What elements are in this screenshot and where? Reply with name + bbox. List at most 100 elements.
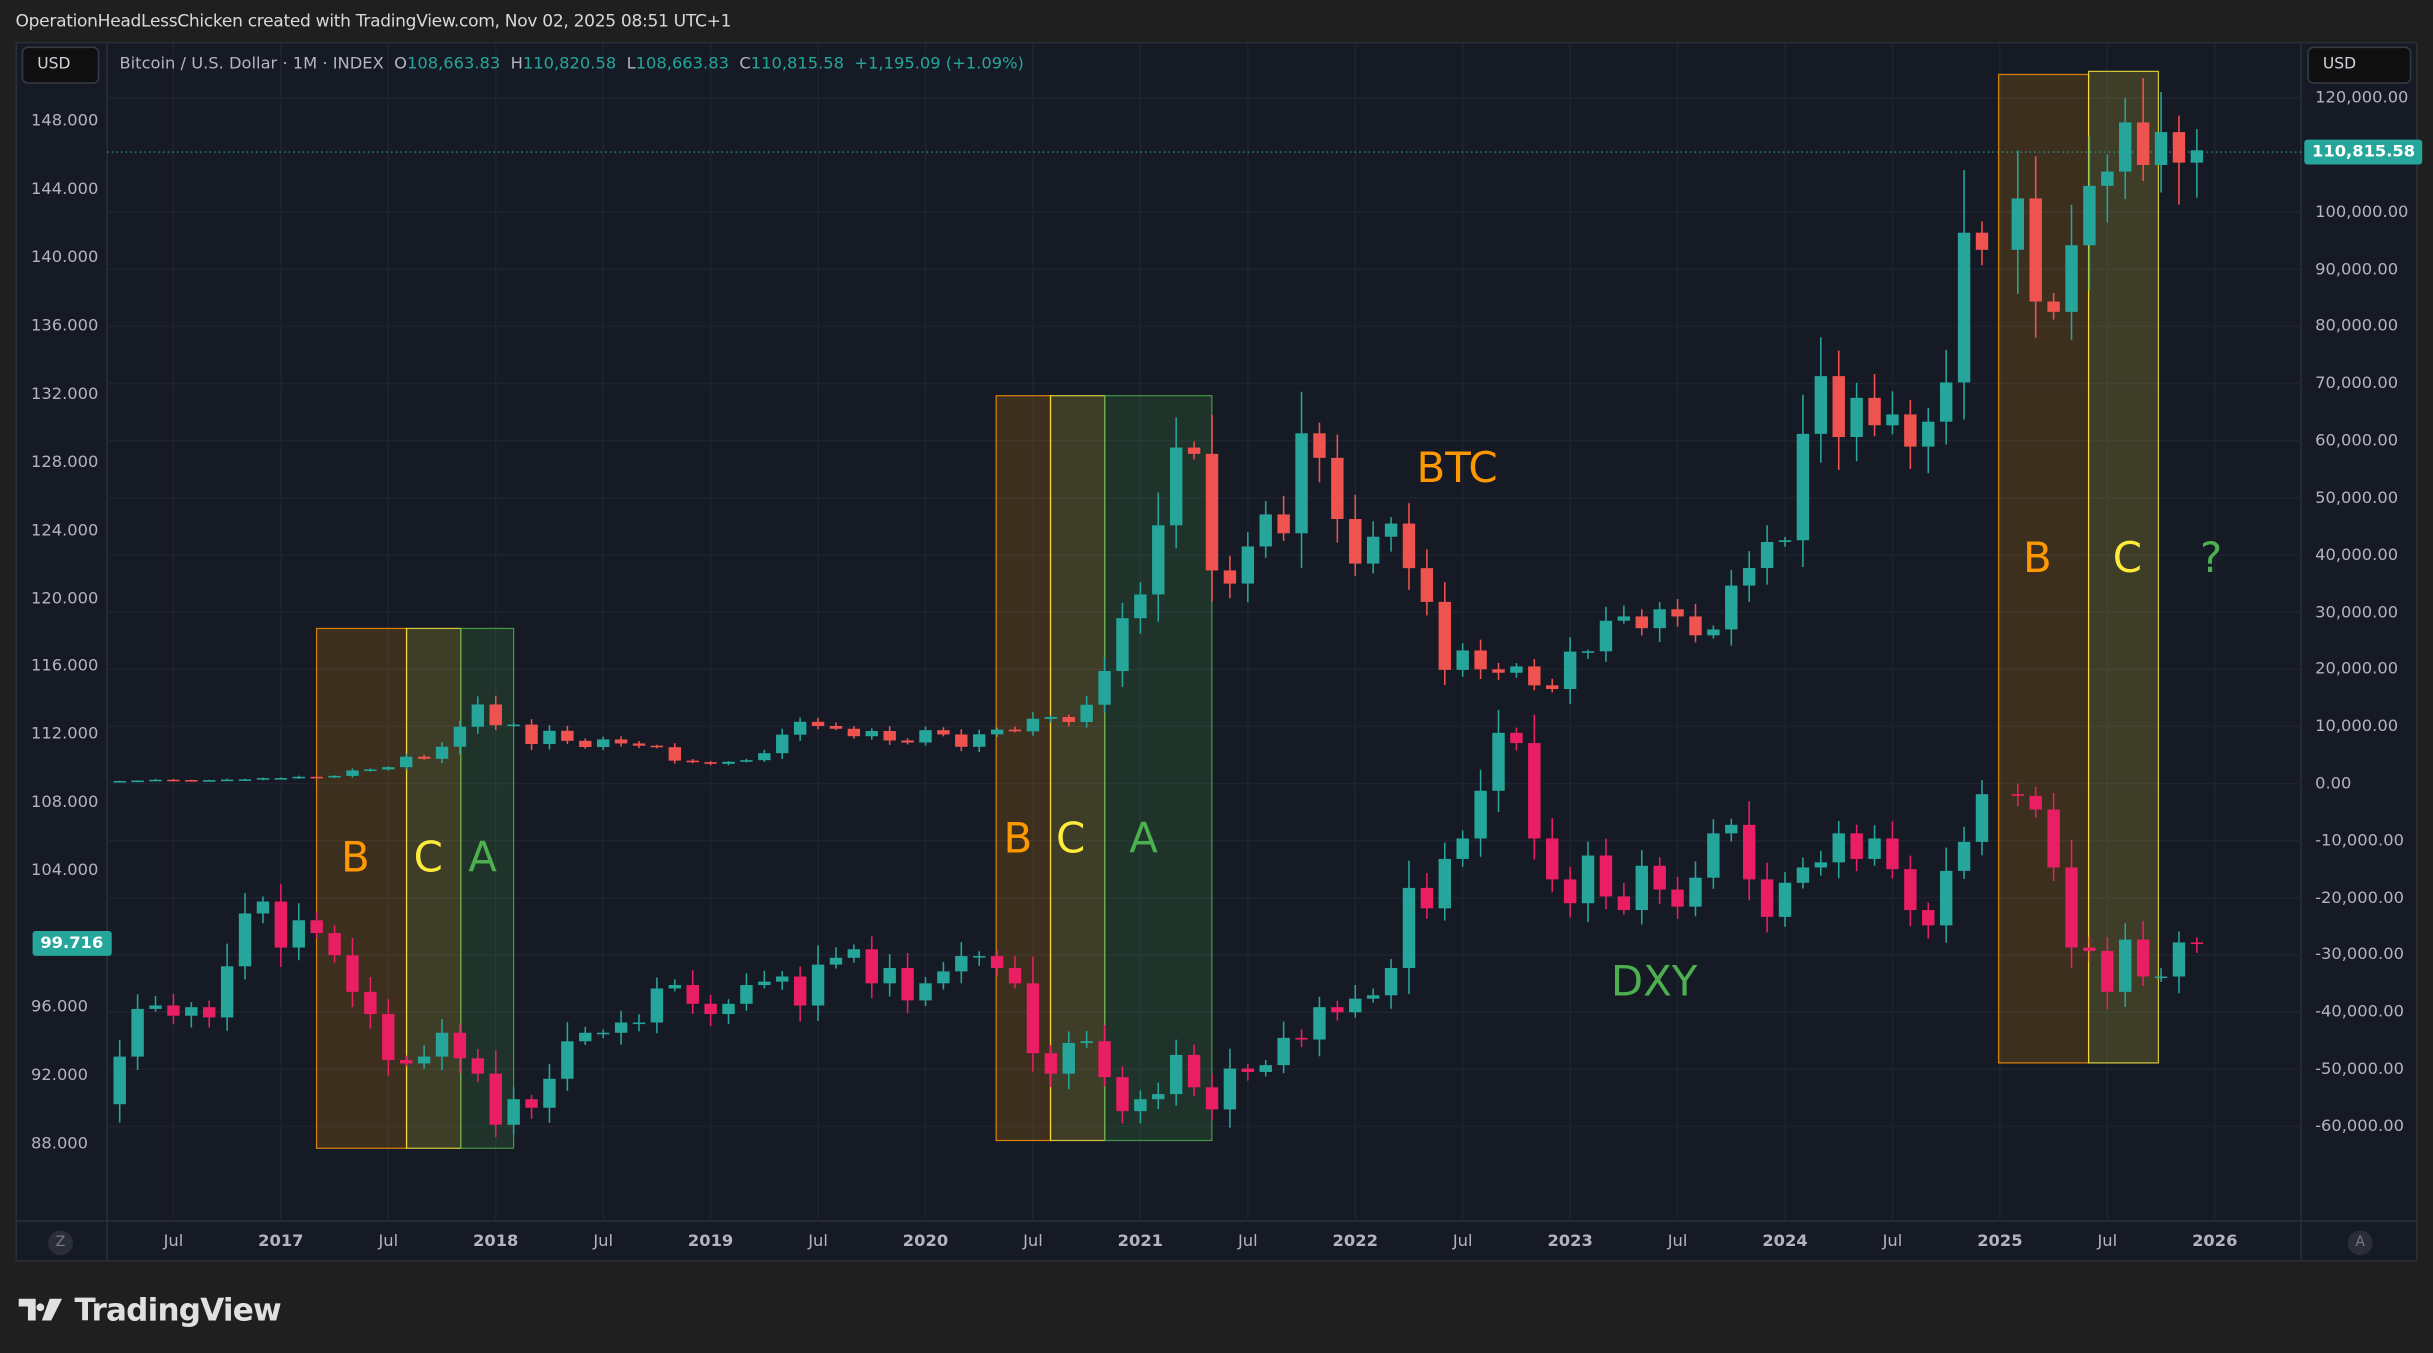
annotation-c-2[interactable]: C — [1056, 815, 1086, 864]
dxy-candle-body — [507, 1099, 520, 1125]
btc-candle-body — [990, 729, 1004, 735]
right-axis-tick: -60,000.00 — [2315, 1117, 2404, 1136]
open-value: 108,663.83 — [406, 54, 501, 73]
symbol-title[interactable]: Bitcoin / U.S. Dollar · 1M · INDEX — [119, 54, 384, 73]
annotation-b-2[interactable]: B — [1003, 815, 1033, 864]
dxy-candle-body — [435, 1032, 449, 1057]
annotation-box2-b-rect — [995, 395, 1052, 1142]
dxy-candle-body — [1205, 1087, 1219, 1110]
high-value: 110,820.58 — [522, 54, 617, 73]
dxy-candle-body — [1850, 833, 1863, 859]
dxy-candle-body — [883, 967, 896, 984]
btc-candle-body — [704, 762, 717, 764]
annotation-dxy[interactable]: DXY — [1610, 958, 1698, 1007]
btc-candle-body — [829, 726, 843, 729]
dxy-candle-body — [1420, 887, 1434, 909]
tradingview-logo[interactable]: TradingView — [18, 1291, 282, 1329]
dxy-candle-body — [596, 1032, 610, 1035]
btc-candle-body — [2011, 198, 2025, 250]
dxy-candle-body — [149, 1005, 162, 1009]
zoom-reset-button[interactable]: Z — [48, 1230, 73, 1256]
annotation-b-1[interactable]: B — [340, 834, 370, 883]
btc-candle-body — [1474, 650, 1487, 670]
dxy-candle-body — [1062, 1042, 1075, 1074]
time-axis-tick: 2021 — [1117, 1232, 1164, 1251]
btc-candle-body — [1313, 433, 1326, 458]
btc-candle-body — [525, 724, 538, 745]
btc-candle-body — [1707, 629, 1720, 636]
btc-candle-body — [2154, 132, 2168, 165]
btc-candle-body — [919, 730, 932, 743]
annotation-b-3[interactable]: B — [2023, 534, 2052, 583]
dxy-candle-body — [2136, 939, 2150, 977]
btc-candle-body — [310, 776, 323, 779]
left-axis-tick: 116.000 — [31, 657, 99, 676]
right-axis-tick: 80,000.00 — [2315, 317, 2399, 336]
btc-candle-body — [1008, 729, 1022, 732]
annotation-btc[interactable]: BTC — [1416, 444, 1498, 493]
right-axis-tick: -40,000.00 — [2315, 1002, 2404, 1022]
time-axis-tick: Jul — [1237, 1232, 1258, 1251]
dxy-candle-body — [1223, 1068, 1237, 1110]
auto-scale-button[interactable]: A — [2347, 1230, 2373, 1256]
dxy-candle-body — [167, 1005, 180, 1016]
dxy-candle-body — [346, 955, 359, 992]
dxy-candle-body — [1886, 838, 1899, 870]
annotation-a-2[interactable]: A — [1129, 815, 1158, 864]
brand-name: TradingView — [74, 1291, 281, 1329]
right-axis-tick: 10,000.00 — [2315, 717, 2399, 736]
annotation-c-1[interactable]: C — [413, 834, 443, 883]
btc-candle-body — [1742, 568, 1756, 586]
btc-candle-body — [758, 753, 771, 761]
dxy-candle-body — [2190, 942, 2204, 944]
right-scale-currency-button[interactable]: USD — [2307, 46, 2412, 84]
right-axis-tick: 20,000.00 — [2315, 659, 2399, 679]
btc-candle-body — [292, 776, 305, 779]
btc-candle-body — [364, 769, 377, 771]
btc-candle-body — [1438, 601, 1451, 670]
dxy-candle-body — [1438, 858, 1451, 909]
dxy-candle-body — [1689, 877, 1702, 907]
time-axis-tick: 2025 — [1977, 1232, 2023, 1251]
annotation-question[interactable]: ? — [2200, 534, 2223, 583]
right-axis-tick: -20,000.00 — [2315, 888, 2404, 908]
time-axis-tick: 2019 — [687, 1232, 734, 1251]
right-axis-tick: 70,000.00 — [2315, 374, 2399, 393]
symbol-legend: Bitcoin / U.S. Dollar · 1M · INDEX O108,… — [119, 54, 1023, 73]
annotation-a-1[interactable]: A — [468, 834, 497, 883]
dxy-candle-body — [1922, 910, 1935, 926]
btc-candle-body — [1581, 651, 1595, 653]
annotation-box3-c-rect — [2087, 70, 2160, 1064]
dxy-candle-body — [1814, 862, 1828, 868]
dxy-candle-body — [1331, 1007, 1344, 1013]
dxy-candle-body — [1742, 824, 1756, 880]
btc-candle-body — [238, 779, 252, 781]
dxy-candle-body — [937, 971, 950, 984]
annotation-c-3[interactable]: C — [2112, 534, 2143, 583]
right-axis-tick: -50,000.00 — [2315, 1060, 2404, 1079]
left-axis-tick: 148.000 — [31, 111, 99, 131]
dxy-candle-body — [1939, 870, 1953, 926]
btc-candle-body — [274, 778, 288, 780]
dxy-candle-body — [1868, 838, 1881, 859]
dxy-candle-body — [1617, 896, 1631, 911]
dxy-candle-body — [901, 967, 914, 1001]
btc-candle-body — [579, 740, 592, 748]
dxy-candle-body — [382, 1014, 395, 1061]
btc-candle-body — [1939, 382, 1953, 422]
right-axis-tick: 100,000.00 — [2315, 202, 2409, 222]
dxy-candle-body — [1725, 824, 1738, 834]
dxy-candle-body — [2011, 794, 2025, 796]
btc-candle-body — [1796, 433, 1810, 541]
dxy-candle-body — [722, 1003, 735, 1015]
left-scale-currency-button[interactable]: USD — [21, 46, 100, 84]
right-axis-tick: 60,000.00 — [2315, 431, 2399, 451]
dxy-candle-body — [1474, 790, 1487, 839]
btc-candle-body — [1366, 536, 1380, 564]
time-axis-tick: 2020 — [902, 1232, 949, 1251]
close-value: 110,815.58 — [750, 54, 845, 73]
btc-candle-body — [793, 721, 807, 735]
dxy-candle-body — [1295, 1037, 1308, 1040]
